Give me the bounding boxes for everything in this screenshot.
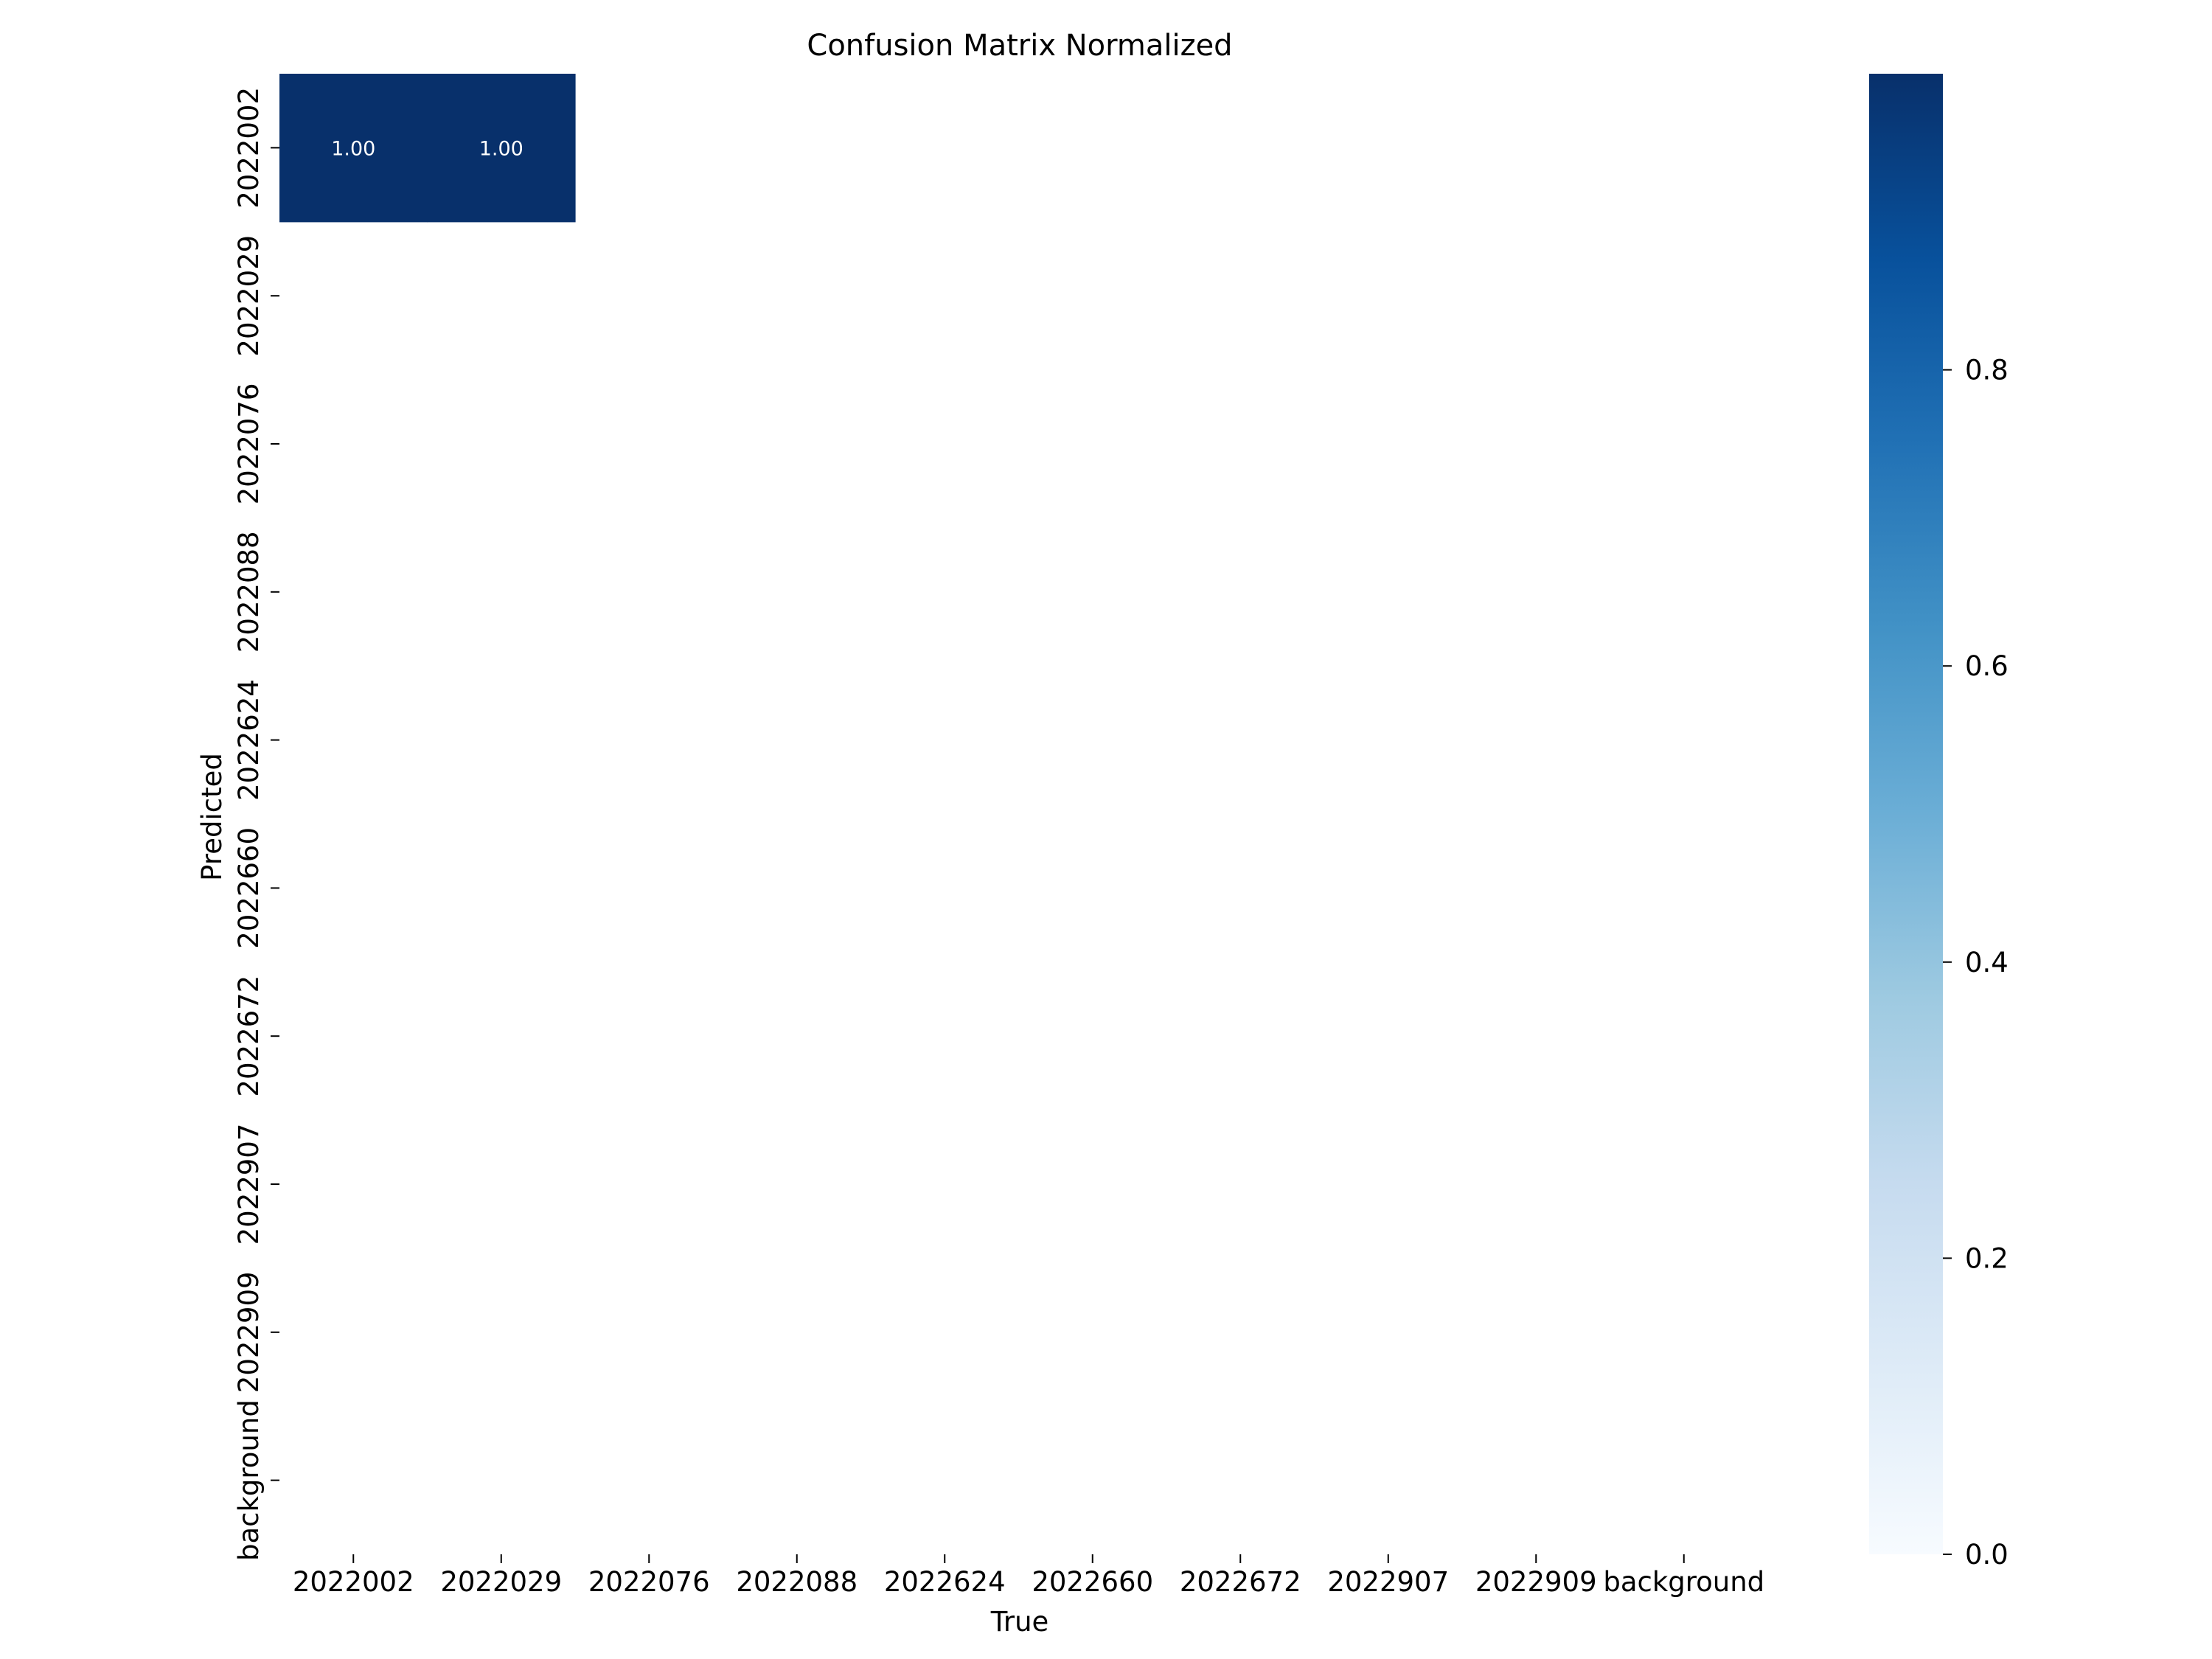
- heatmap-cells: [279, 74, 576, 223]
- colorbar-tick-label: 0.2: [1965, 1242, 2008, 1274]
- y-tick-label: 2022907: [233, 1124, 265, 1245]
- colorbar-tick-label: 0.4: [1965, 947, 2008, 978]
- y-axis-ticks: 2022002 2022029 2022076 2022088 2022624 20226…: [233, 87, 279, 1561]
- colorbar: [1869, 74, 1943, 1554]
- heatmap-cell: [279, 74, 428, 223]
- x-axis-ticks: 2022002 2022029 2022076 2022088 2022624 20226…: [293, 1554, 1764, 1598]
- y-tick-label: 2022624: [233, 679, 265, 801]
- y-tick-label: 2022660: [233, 827, 265, 949]
- x-tick-label: 2022088: [736, 1566, 858, 1598]
- colorbar-ticks: 0.0 0.2 0.4 0.6 0.8: [1943, 355, 2008, 1571]
- x-tick-label: 2022660: [1032, 1566, 1153, 1598]
- y-tick-label: 2022029: [233, 235, 265, 357]
- y-tick-label: 2022076: [233, 383, 265, 505]
- cell-value-label: 1.00: [479, 137, 524, 160]
- y-axis-label: Predicted: [196, 753, 228, 881]
- x-tick-label: 2022076: [588, 1566, 710, 1598]
- x-tick-label: 2022002: [293, 1566, 414, 1598]
- y-tick-label: 2022088: [233, 531, 265, 653]
- cell-labels: 1.00 1.00: [331, 137, 524, 160]
- x-tick-label: 2022907: [1327, 1566, 1449, 1598]
- x-tick-label: 2022909: [1475, 1566, 1597, 1598]
- colorbar-tick-label: 0.6: [1965, 650, 2008, 682]
- y-tick-label: 2022002: [233, 87, 265, 209]
- y-tick-label: background: [233, 1399, 265, 1561]
- x-tick-label: 2022672: [1180, 1566, 1301, 1598]
- x-tick-label: 2022029: [440, 1566, 562, 1598]
- heatmap-cell: [427, 74, 576, 223]
- x-tick-label: 2022624: [884, 1566, 1006, 1598]
- colorbar-tick-label: 0.8: [1965, 355, 2008, 386]
- colorbar-tick-label: 0.0: [1965, 1539, 2008, 1571]
- chart-title: Confusion Matrix Normalized: [807, 29, 1232, 63]
- x-tick-label: background: [1603, 1566, 1764, 1598]
- cell-value-label: 1.00: [331, 137, 375, 160]
- y-tick-label: 2022909: [233, 1271, 265, 1393]
- x-axis-label: True: [990, 1606, 1049, 1638]
- y-tick-label: 2022672: [233, 975, 265, 1097]
